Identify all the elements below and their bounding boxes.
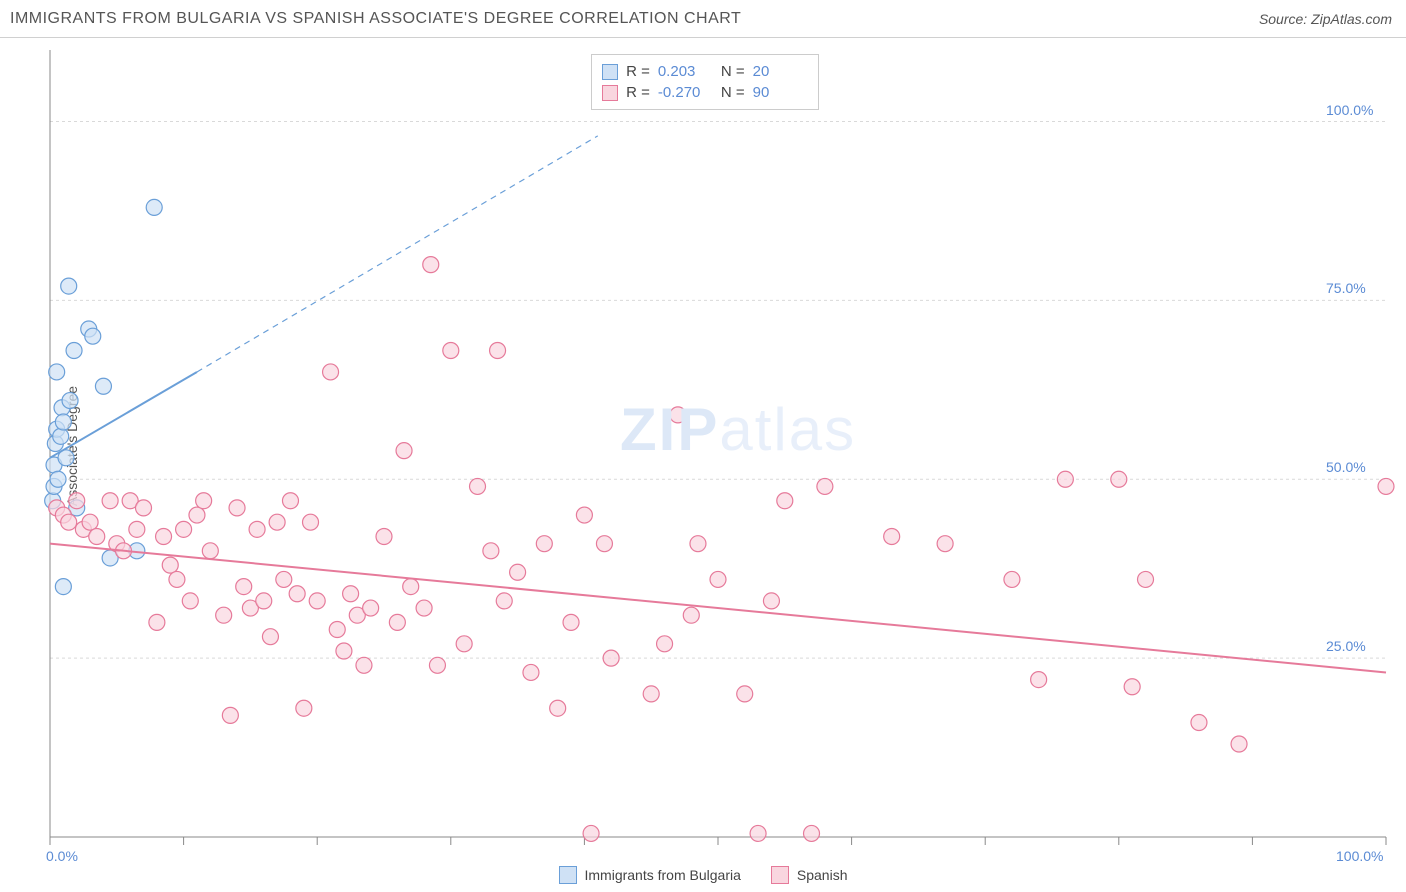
chart-legend: Immigrants from Bulgaria Spanish (0, 866, 1406, 884)
stats-swatch-icon (602, 64, 618, 80)
x-axis-max-label: 100.0% (1336, 848, 1383, 864)
correlation-stats-box: R = 0.203 N = 20 R = -0.270 N = 90 (591, 54, 819, 110)
y-axis-tick-label: 50.0% (1326, 459, 1366, 475)
stat-n-label: N = (721, 84, 745, 101)
stat-r-label: R = (626, 63, 650, 80)
stat-n-label: N = (721, 63, 745, 80)
stats-row: R = -0.270 N = 90 (602, 82, 808, 103)
legend-swatch-icon (771, 866, 789, 884)
y-axis-tick-label: 75.0% (1326, 280, 1366, 296)
correlation-scatter-chart (0, 0, 1406, 892)
stats-row: R = 0.203 N = 20 (602, 61, 808, 82)
legend-label: Immigrants from Bulgaria (585, 867, 741, 883)
stat-r-value: -0.270 (658, 84, 713, 101)
y-axis-tick-label: 25.0% (1326, 638, 1366, 654)
stat-r-value: 0.203 (658, 63, 713, 80)
stats-swatch-icon (602, 85, 618, 101)
stat-n-value: 90 (753, 84, 808, 101)
stat-n-value: 20 (753, 63, 808, 80)
legend-item: Spanish (771, 866, 848, 884)
y-axis-tick-label: 100.0% (1326, 102, 1373, 118)
legend-swatch-icon (559, 866, 577, 884)
legend-item: Immigrants from Bulgaria (559, 866, 741, 884)
x-axis-min-label: 0.0% (46, 848, 78, 864)
stat-r-label: R = (626, 84, 650, 101)
legend-label: Spanish (797, 867, 848, 883)
